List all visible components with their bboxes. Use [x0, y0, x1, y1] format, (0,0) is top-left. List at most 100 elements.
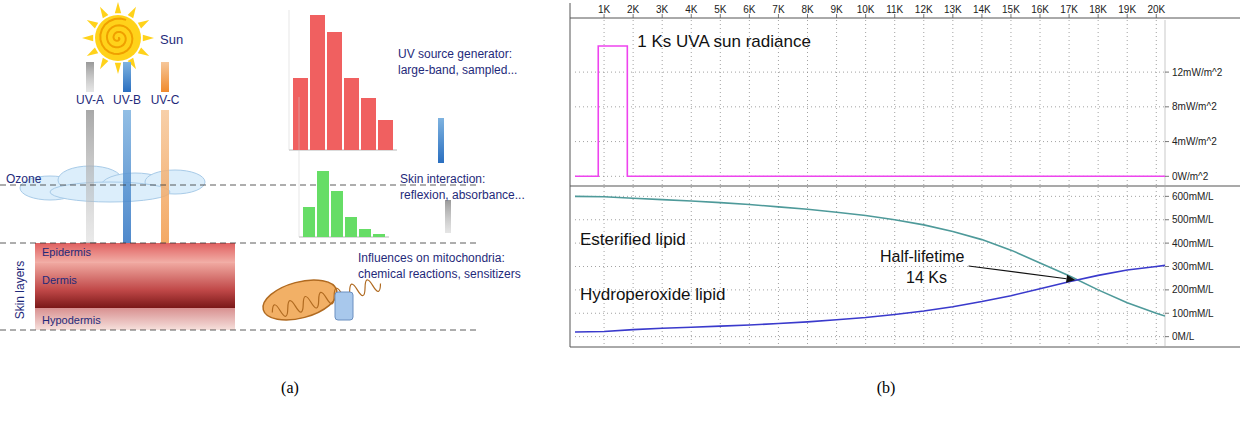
grid-line-x — [1010, 20, 1011, 185]
icon-axis — [299, 97, 300, 237]
y-tick — [1165, 176, 1169, 177]
x-tick-label: 9K — [830, 4, 843, 15]
step-text: Influences on mitochondria: chemical reac… — [358, 251, 521, 281]
panel-b: 1K2K3K4K5K6K7K8K9K10K11K12K13K14K15K16K1… — [570, 3, 1240, 347]
grid-line-x — [662, 187, 663, 346]
y-tick — [1165, 196, 1169, 197]
x-tick-label: 2K — [627, 4, 640, 15]
y-tick-label: 400mM/L — [1172, 238, 1214, 249]
annotation-arrowhead — [1066, 275, 1075, 283]
icon-bar — [331, 191, 343, 237]
figure: SunUV-AUV-BUV-CEpidermisDermisHypodermis… — [0, 0, 1247, 423]
x-tick-label: 4K — [685, 4, 698, 15]
sun-ray — [115, 63, 121, 74]
grid-line-y — [575, 219, 1165, 220]
grid-line-x — [981, 20, 982, 185]
grid-line-y — [575, 336, 1165, 337]
x-tick-label: 13K — [944, 4, 962, 15]
grid-line-x — [633, 187, 634, 346]
x-tick-label: 12K — [915, 4, 933, 15]
x-tick-label: 5K — [714, 4, 727, 15]
series-label: 1 Ks UVA sun radiance — [637, 32, 811, 51]
ray-body — [123, 110, 131, 254]
x-tick-label: 3K — [656, 4, 669, 15]
icon-axis — [289, 10, 290, 150]
frame-line — [570, 347, 1240, 348]
series-label: Hydroperoxide lipid — [580, 285, 726, 304]
x-tick-label: 11K — [886, 4, 903, 15]
grid-line-x — [1069, 187, 1070, 346]
ray-top — [86, 62, 94, 92]
y-tick — [1165, 141, 1169, 142]
grid-line-x — [952, 20, 953, 185]
grid-line-x — [1127, 20, 1128, 185]
grid-line-x — [865, 20, 866, 185]
chart-1: 0M/L100mM/L200mM/L300mM/L400mM/L500mM/L6… — [575, 187, 1214, 346]
y-tick — [1165, 313, 1169, 314]
panel-label: (a) — [281, 379, 299, 397]
frame-line — [570, 3, 571, 347]
sun-ray — [128, 7, 136, 18]
grid-line-y — [575, 266, 1165, 267]
dermis-band — [35, 263, 235, 308]
panel-a: SunUV-AUV-BUV-CEpidermisDermisHypodermis… — [0, 2, 525, 330]
x-tick-label: 18K — [1089, 4, 1107, 15]
y-tick-label: 8mW/m^2 — [1172, 101, 1217, 112]
ray-body — [86, 110, 94, 242]
sun-ray — [115, 2, 121, 13]
x-tick-label: 15K — [1002, 4, 1020, 15]
cell-icon — [335, 292, 353, 320]
panel-label: (b) — [877, 379, 896, 397]
grid-line-x — [952, 187, 953, 346]
plot-frame — [1165, 20, 1166, 185]
x-tick-label: 20K — [1147, 4, 1165, 15]
step-line: Influences on mitochondria: — [358, 251, 505, 265]
step-text: UV source generator:large-band, sampled.… — [398, 47, 517, 77]
grid-line-x — [1040, 20, 1041, 185]
y-tick — [1165, 336, 1169, 337]
icon-bar — [293, 78, 308, 150]
icon-histogram — [289, 10, 397, 150]
grid-line-y — [575, 141, 1165, 142]
icon-bar — [373, 234, 385, 237]
y-tick-label: 300mM/L — [1172, 261, 1214, 272]
y-tick-label: 600mM/L — [1172, 191, 1214, 202]
icon-bar — [345, 217, 357, 237]
data-group — [575, 196, 1165, 332]
y-tick — [1165, 266, 1169, 267]
y-tick-label: 100mM/L — [1172, 308, 1214, 319]
grid-line-x — [836, 187, 837, 346]
grid-line-x — [865, 187, 866, 346]
layer-label: Dermis — [42, 274, 77, 286]
sun-ray — [82, 35, 93, 41]
separator-line — [0, 330, 480, 331]
x-tick-label: 6K — [743, 4, 756, 15]
annotation-arrow — [969, 266, 1067, 279]
layer-label: Epidermis — [42, 246, 91, 258]
hypodermis-band — [35, 308, 235, 330]
icon-bar — [344, 78, 359, 150]
sun-ray — [143, 35, 154, 41]
icon-bar — [310, 15, 325, 150]
grid-line-y — [575, 196, 1165, 197]
grid-line-x — [604, 20, 605, 185]
step-line: chemical reactions, sensitizers — [358, 267, 521, 281]
icon-bar — [359, 229, 371, 237]
grid-line-y — [575, 313, 1165, 314]
sun-ray — [87, 48, 98, 56]
epidermis-band — [35, 243, 235, 263]
icon-bar — [378, 120, 393, 150]
x-tick-label: 10K — [857, 4, 875, 15]
skin-layers-title: Skin layers — [13, 261, 27, 320]
data-group — [575, 46, 1165, 176]
step-text: Skin interaction:reflexion, absorbance..… — [400, 172, 525, 202]
grid-line-x — [981, 187, 982, 346]
grid-line-x — [633, 20, 634, 185]
grid-line-y — [575, 106, 1165, 107]
sun-ray — [138, 20, 149, 28]
series-label: Esterified lipid — [580, 230, 686, 249]
grid-line-x — [778, 187, 779, 346]
icon-histogram — [299, 97, 389, 237]
grid-line-x — [1098, 20, 1099, 185]
sun-ray — [87, 20, 98, 28]
